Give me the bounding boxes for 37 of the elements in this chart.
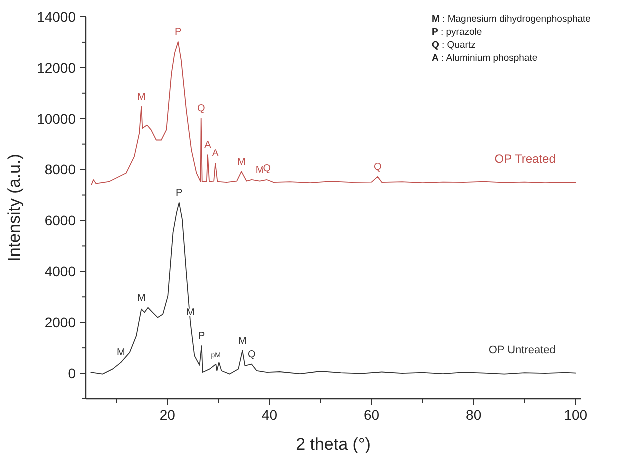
y-tick-label: 10000 [37,110,76,127]
annotation: M [238,336,247,347]
x-tick-label: 20 [160,407,176,423]
annotation: M [117,348,126,359]
annotation: P [175,26,182,38]
y-tick-label: 4000 [44,264,76,280]
line-series [91,42,576,186]
y-tick-label: 8000 [44,162,76,178]
annotation: Q : Quartz [432,40,476,51]
y-tick-label: 6000 [44,212,76,229]
y-tick-label: 2000 [44,314,76,330]
x-tick-label: 40 [262,407,278,423]
x-tick-label: 60 [364,407,380,423]
annotation: P : pyrazole [432,27,482,38]
annotation: P [176,188,184,199]
annotation: A : Aluminium phosphate [432,53,538,64]
annotation: Q [263,164,272,175]
annotation: Q [374,162,382,173]
annotation: A [204,140,212,152]
line-series [90,202,576,375]
series-label: OP Untreated [488,344,556,356]
y-tick-label: 12000 [37,60,76,76]
x-axis-title: 2 theta (°) [296,435,371,454]
annotation: A [212,148,220,160]
annotation: M [137,92,146,103]
x-tick-label: 80 [466,407,482,423]
annotation: M [137,292,146,304]
series-label: OP Treated [494,152,556,166]
annotation: Q [197,103,206,114]
annotation: M [237,156,246,168]
y-tick-label: 0 [68,365,76,382]
x-tick-label: 100 [564,407,588,423]
annotation: Q [248,349,256,360]
y-tick-label: 14000 [37,8,76,25]
annotation: P [198,331,206,342]
annotation: M : Magnesium dihydrogenphosphate [432,14,591,25]
y-axis-title: Intensity (a.u.) [5,154,24,262]
